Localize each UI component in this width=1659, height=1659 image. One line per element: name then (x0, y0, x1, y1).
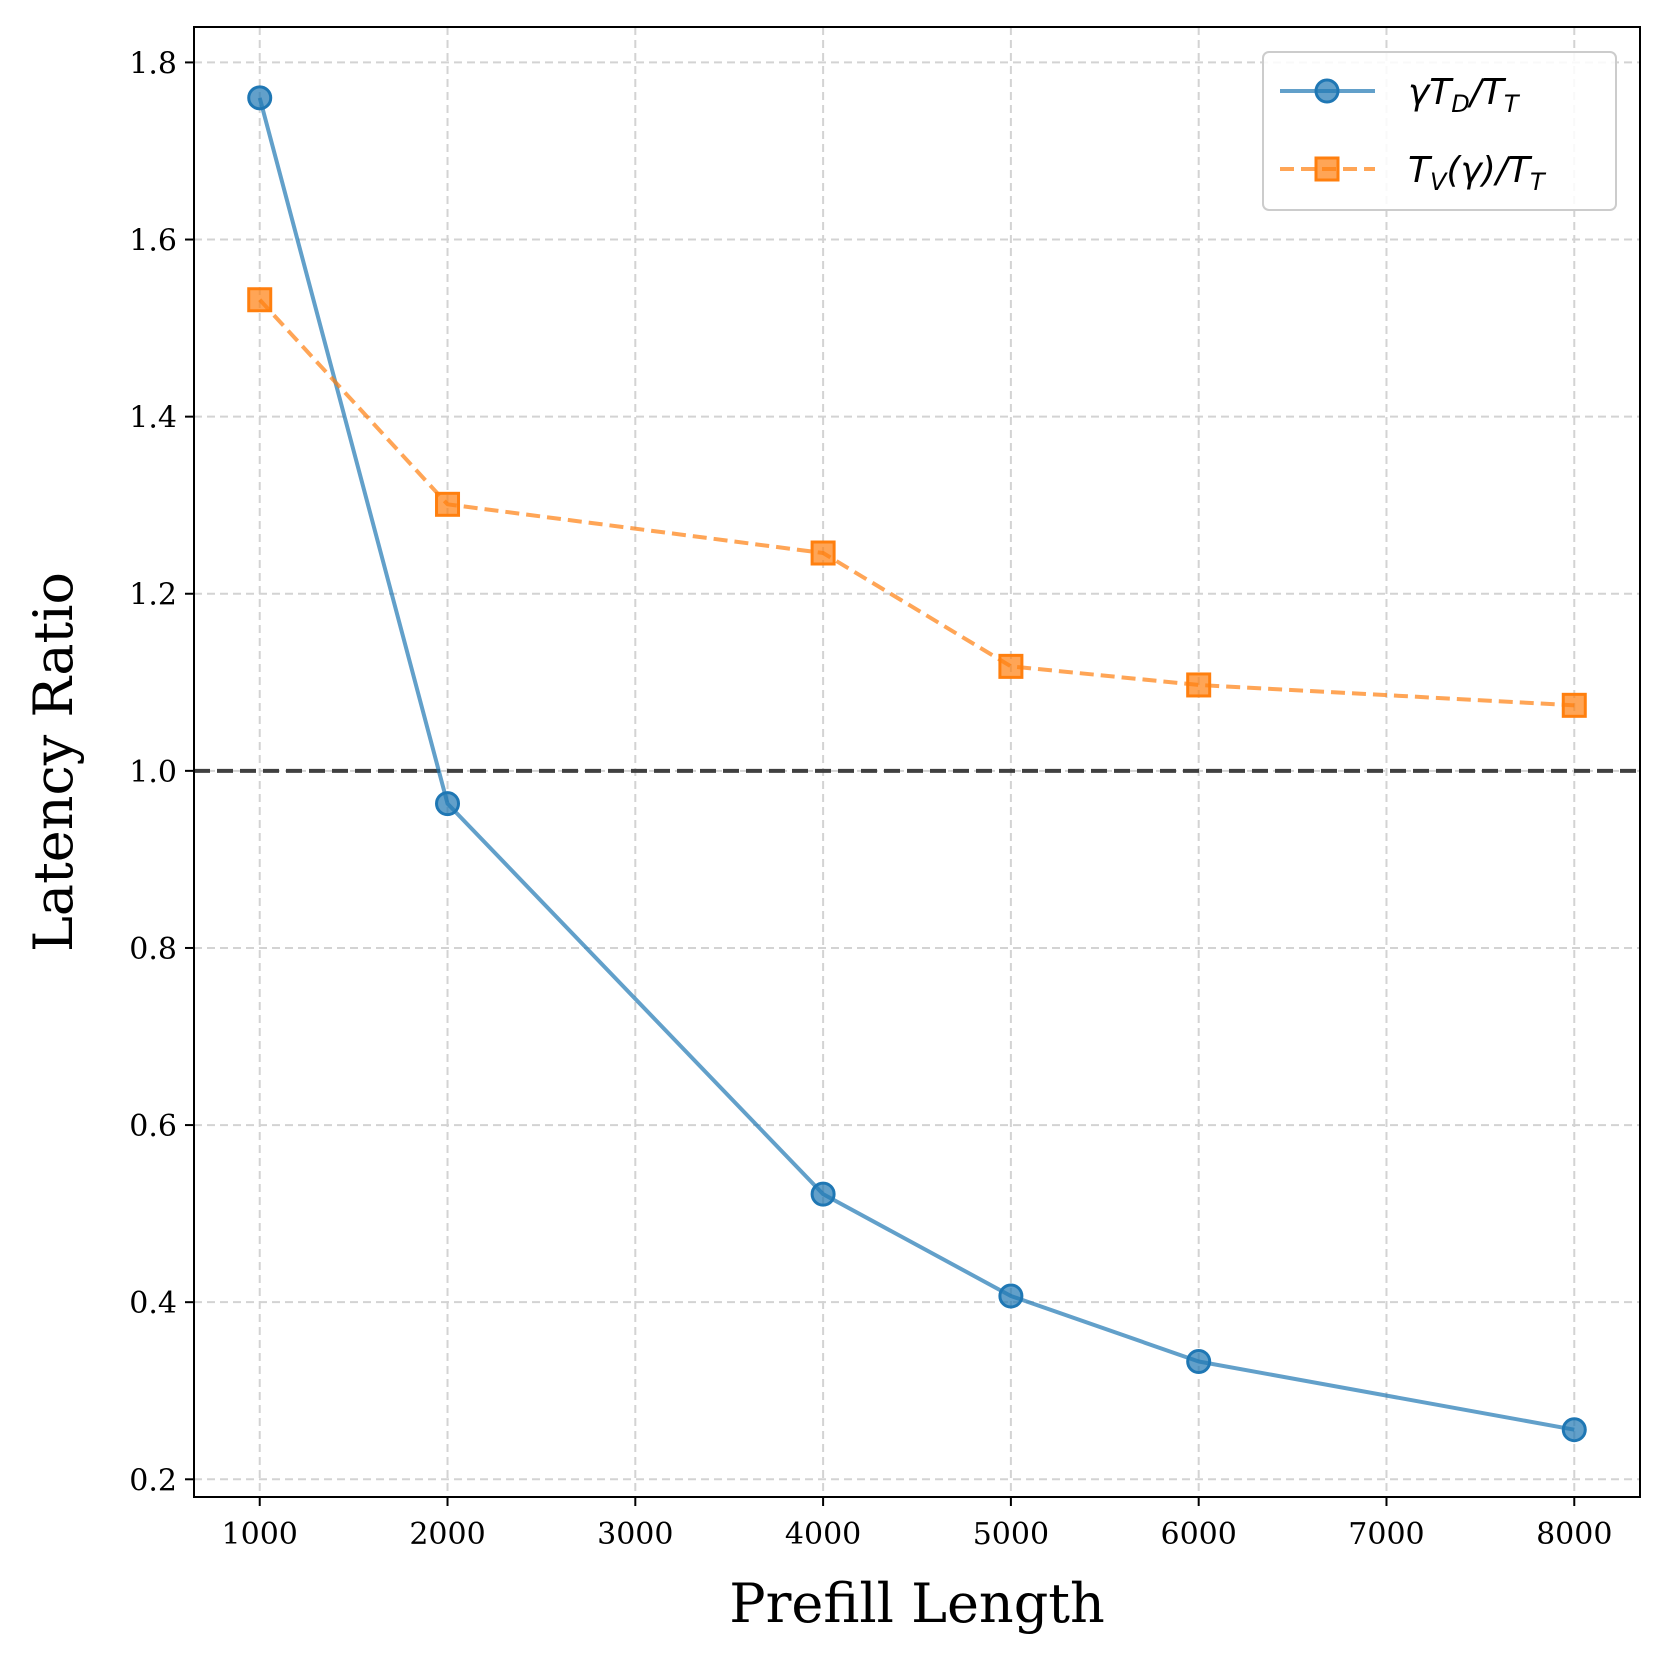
y-tick-label: 1.0 (129, 755, 177, 790)
data-point (435, 791, 461, 817)
y-tick-label: 0.6 (129, 1109, 177, 1144)
y-tick-label: 1.2 (129, 578, 177, 613)
x-tick-label: 1000 (222, 1517, 298, 1552)
data-point (1186, 672, 1212, 698)
data-point (247, 85, 273, 111)
x-tick-label: 6000 (1161, 1517, 1237, 1552)
legend-marker-circle (1314, 78, 1340, 104)
x-tick-label: 2000 (409, 1517, 485, 1552)
series-line-2 (258, 298, 1575, 708)
data-point (1561, 692, 1587, 718)
y-tick-label: 0.4 (129, 1286, 177, 1321)
data-point (998, 1283, 1024, 1309)
y-axis-ticks: 0.2 0.4 0.6 0.8 1.0 1.2 1.4 1.6 1.8 (129, 46, 194, 1498)
y-tick-label: 1.6 (129, 224, 177, 259)
x-tick-label: 3000 (597, 1517, 673, 1552)
y-tick-label: 1.8 (129, 46, 177, 81)
x-tick-label: 4000 (785, 1517, 861, 1552)
x-axis-ticks: 1000 2000 3000 4000 5000 6000 7000 8000 (222, 1497, 1612, 1552)
legend-marker-square (1314, 156, 1340, 182)
y-axis-title: Latency Ratio (22, 572, 85, 952)
x-tick-label: 7000 (1348, 1517, 1424, 1552)
data-point (1561, 1417, 1587, 1443)
x-tick-label: 8000 (1536, 1517, 1612, 1552)
plot-frame (193, 26, 1641, 1498)
legend-label-1: γTD/TT (1408, 72, 1521, 118)
data-point (435, 491, 461, 517)
data-point (247, 287, 273, 313)
series-line-1 (257, 97, 1575, 1432)
x-axis-title: Prefill Length (729, 1572, 1104, 1635)
y-tick-label: 1.4 (129, 401, 177, 436)
y-tick-label: 0.8 (129, 932, 177, 967)
grid-lines (194, 27, 1640, 1497)
x-tick-label: 5000 (973, 1517, 1049, 1552)
data-point (810, 1181, 836, 1207)
series-group (247, 85, 1587, 1443)
legend-label-2: TV(γ)/TT (1408, 150, 1547, 196)
y-tick-label: 0.2 (129, 1463, 177, 1498)
legend: γTD/TT TV(γ)/TT (1262, 51, 1617, 211)
data-point (998, 653, 1024, 679)
data-point (1186, 1349, 1212, 1375)
data-point (810, 540, 836, 566)
